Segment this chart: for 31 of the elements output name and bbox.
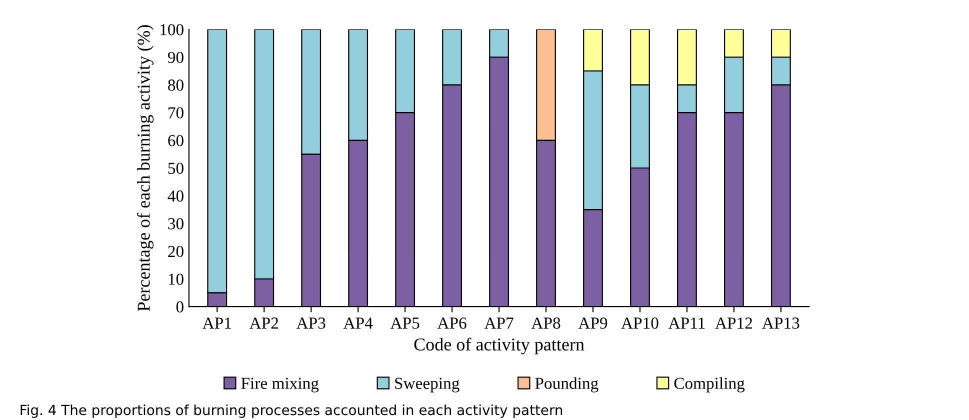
y-tick-label: 0 bbox=[176, 301, 184, 313]
x-tick-label: AP10 bbox=[621, 318, 658, 329]
y-tick-label: 90 bbox=[168, 52, 184, 64]
y-axis-title: Percentage of each burning activity (%) bbox=[136, 25, 154, 312]
x-tick-label: AP6 bbox=[437, 318, 466, 329]
x-tick-label: AP13 bbox=[762, 318, 800, 329]
legend-label: Sweeping bbox=[395, 378, 460, 392]
x-tick-label: AP2 bbox=[249, 318, 278, 329]
caption: Fig. 4 The proportions of burning processes accounted in each activity pattern bbox=[20, 404, 562, 418]
x-tick-label: AP3 bbox=[296, 318, 326, 329]
y-tick-label: 100 bbox=[160, 24, 184, 36]
y-tick-label: 60 bbox=[168, 134, 184, 146]
y-tick-label: 30 bbox=[168, 218, 184, 230]
legend-label: Fire mixing bbox=[241, 378, 319, 392]
x-axis-title: Code of activity pattern bbox=[414, 338, 584, 354]
x-tick-label: AP8 bbox=[531, 318, 560, 329]
y-tick-label: 50 bbox=[168, 162, 184, 174]
x-tick-label: AP7 bbox=[484, 318, 514, 329]
legend-label: Pounding bbox=[535, 377, 598, 392]
x-tick-label: AP4 bbox=[343, 318, 373, 329]
y-tick-label: 70 bbox=[168, 107, 184, 119]
x-tick-label: AP5 bbox=[390, 318, 420, 329]
x-tick-label: AP11 bbox=[668, 318, 705, 329]
y-tick-label: 20 bbox=[168, 246, 184, 258]
x-tick-label: AP9 bbox=[578, 318, 608, 329]
y-tick-label: 80 bbox=[168, 80, 184, 91]
legend-label: Compiling bbox=[674, 377, 745, 392]
y-tick-label: 10 bbox=[168, 274, 184, 285]
y-tick-label: 40 bbox=[168, 190, 184, 202]
x-tick-label: AP12 bbox=[715, 318, 752, 329]
x-tick-label: AP1 bbox=[202, 318, 231, 329]
